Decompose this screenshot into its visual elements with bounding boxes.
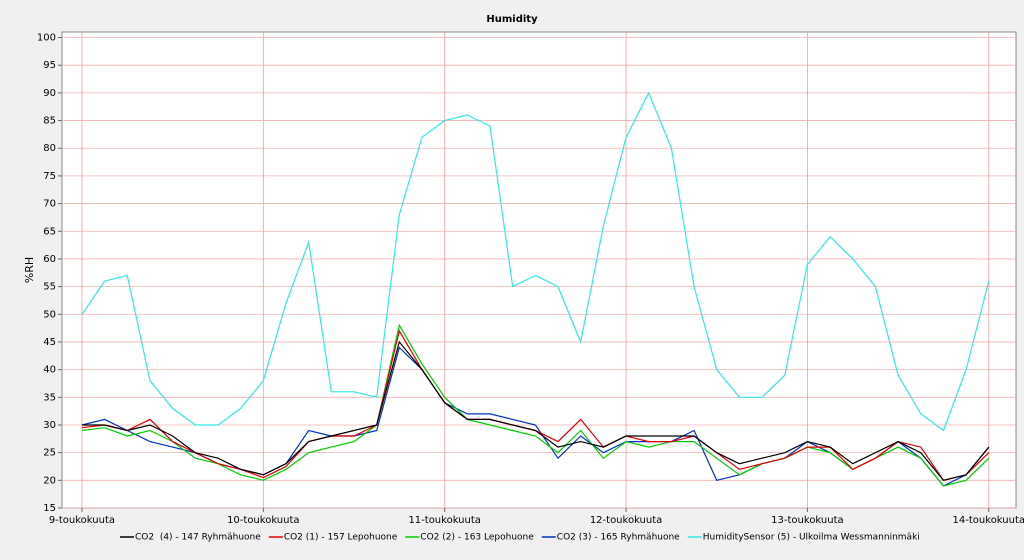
y-tick-label: 95 <box>43 60 56 71</box>
y-tick-label: 35 <box>43 392 56 403</box>
y-tick-label: 65 <box>43 226 56 237</box>
x-tick-label: 14-toukokuuta <box>953 515 1024 526</box>
y-tick-label: 55 <box>43 282 56 293</box>
legend: CO2 (4) - 147 Ryhmähuone CO2 (1) - 157 Le… <box>120 533 920 543</box>
chart-title: Humidity <box>486 14 538 25</box>
series-line <box>82 340 990 481</box>
y-tick-label: 15 <box>43 503 56 514</box>
plot-area <box>61 31 1017 509</box>
y-tick-label: 25 <box>43 448 56 459</box>
y-tick-label: 100 <box>37 33 56 44</box>
legend-label: CO2 (1) - 157 Lepohuone <box>284 533 398 543</box>
x-tick-label: 11-toukokuuta <box>408 515 480 526</box>
x-tick-label: 12-toukokuuta <box>590 515 662 526</box>
series-line <box>81 323 990 487</box>
legend-label: CO2 (4) - 147 Ryhmähuone <box>135 533 261 543</box>
y-tick-label: 80 <box>43 143 56 154</box>
y-tick-label: 45 <box>43 337 56 348</box>
y-tick-label: 20 <box>43 475 56 486</box>
x-tick-label: 9-toukokuuta <box>49 515 115 526</box>
y-tick-label: 90 <box>43 88 56 99</box>
y-tick-label: 85 <box>43 116 56 127</box>
legend-label: CO2 (3) - 165 Ryhmähuone <box>557 533 680 543</box>
x-tick-label: 13-toukokuuta <box>771 515 843 526</box>
y-tick-label: 75 <box>43 171 56 182</box>
y-tick-label: 70 <box>43 199 56 210</box>
series-line <box>81 91 990 432</box>
y-tick-label: 40 <box>43 365 56 376</box>
y-tick-label: 50 <box>43 309 56 320</box>
legend-label: HumiditySensor (5) - Ulkoilma Wessmannin… <box>703 533 920 543</box>
y-tick-label: 30 <box>43 420 56 431</box>
legend-label: CO2 (2) - 163 Lepohuone <box>420 533 534 543</box>
y-axis-label: %RH <box>23 257 36 283</box>
x-tick-label: 10-toukokuuta <box>227 515 299 526</box>
y-tick-label: 60 <box>43 254 56 265</box>
